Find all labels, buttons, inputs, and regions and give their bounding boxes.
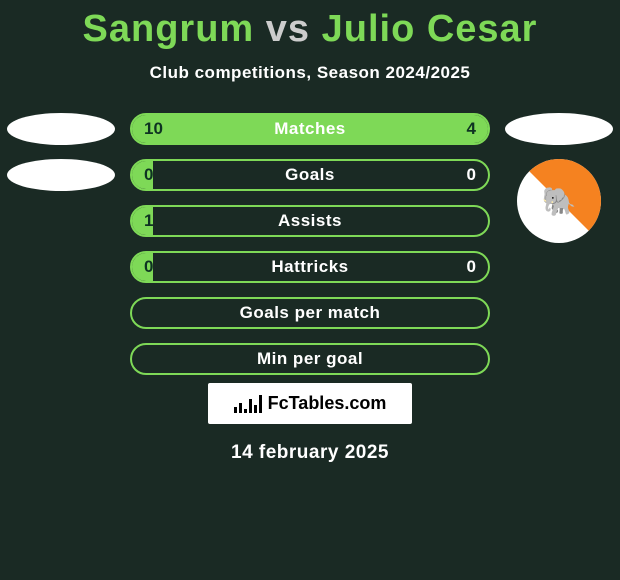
stat-value-right: 0 — [467, 165, 476, 185]
subtitle: Club competitions, Season 2024/2025 — [0, 63, 620, 83]
footer: FcTables.com 14 february 2025 — [0, 383, 620, 464]
main-content: Matches104Goals00Assists1Hattricks00Goal… — [0, 113, 620, 375]
stat-label: Hattricks — [132, 257, 488, 277]
stat-value-left: 0 — [144, 165, 153, 185]
stat-label: Goals per match — [132, 303, 488, 323]
right-badge-column: 🐘 — [504, 113, 614, 243]
stat-bar-goals-per-match: Goals per match — [130, 297, 490, 329]
vs-text: vs — [266, 8, 310, 50]
logo-bars-icon — [234, 395, 262, 413]
stat-label: Matches — [132, 119, 488, 139]
stat-bar-hattricks: Hattricks0 0 — [130, 251, 490, 283]
comparison-title: Sangrum vs Julio Cesar — [0, 8, 620, 51]
stat-value-left: 1 — [144, 211, 153, 231]
stat-bar-goals: Goals0 0 — [130, 159, 490, 191]
right-ellipse-1 — [505, 113, 613, 145]
date: 14 february 2025 — [0, 442, 620, 464]
stat-value-left: 0 — [144, 257, 153, 277]
stat-label: Min per goal — [132, 349, 488, 369]
player1-name: Sangrum — [83, 8, 255, 50]
stat-bar-assists: Assists1 — [130, 205, 490, 237]
left-ellipse-1 — [7, 113, 115, 145]
stat-bar-min-per-goal: Min per goal — [130, 343, 490, 375]
left-ellipse-2 — [7, 159, 115, 191]
stat-label: Assists — [132, 211, 488, 231]
team-badge-icon: 🐘 — [517, 159, 601, 243]
logo-text: FcTables.com — [268, 393, 387, 414]
stat-bar-matches: Matches10 4 — [130, 113, 490, 145]
left-badge-column — [6, 113, 116, 191]
stat-value-right: 4 — [467, 119, 476, 139]
stats-bars: Matches104Goals00Assists1Hattricks00Goal… — [116, 113, 504, 375]
badge-glyph: 🐘 — [542, 185, 577, 218]
player2-name: Julio Cesar — [322, 8, 538, 50]
stat-value-left: 10 — [144, 119, 163, 139]
stat-label: Goals — [132, 165, 488, 185]
stat-value-right: 0 — [467, 257, 476, 277]
fctables-logo: FcTables.com — [208, 383, 413, 424]
